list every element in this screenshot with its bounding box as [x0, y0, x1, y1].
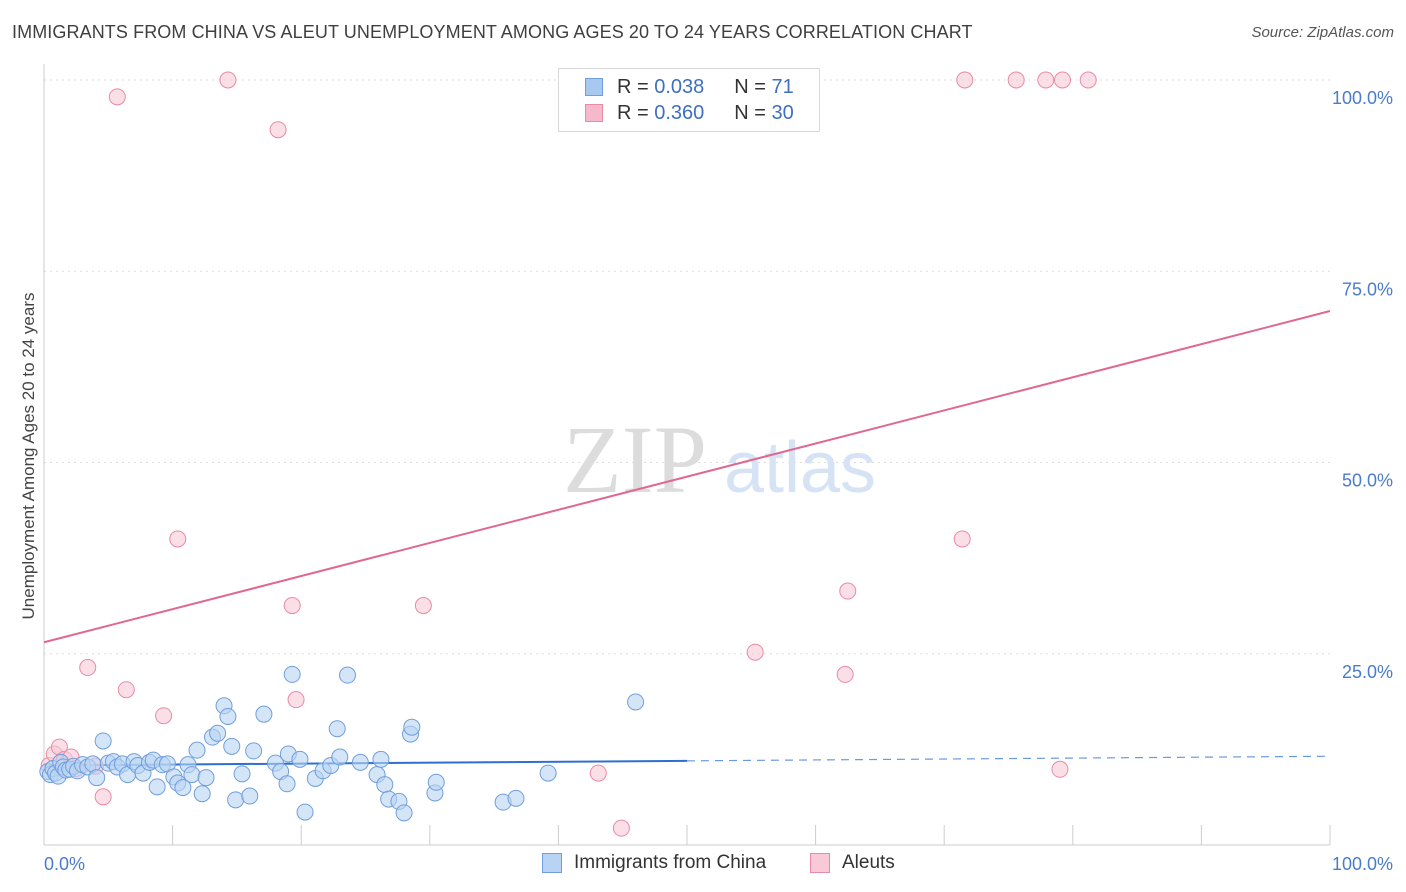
data-points	[39, 71, 1097, 837]
legend-r-value: 0.360	[654, 101, 705, 124]
data-point-aleuts	[94, 788, 112, 806]
series-legend-aleuts[interactable]: Aleuts	[810, 852, 895, 874]
data-point-china	[193, 785, 211, 803]
data-point-aleuts	[1051, 760, 1069, 778]
data-point-china	[372, 750, 390, 768]
data-point-china	[223, 737, 241, 755]
x-tick-label: 0.0%	[44, 854, 85, 874]
watermark-atlas: atlas	[724, 428, 876, 508]
legend-swatch-aleuts	[585, 104, 603, 122]
data-point-china	[338, 666, 356, 684]
legend-n-label: N =	[734, 101, 766, 124]
data-point-china	[331, 748, 349, 766]
data-point-china	[148, 778, 166, 796]
data-point-china	[376, 776, 394, 794]
legend-r-value: 0.038	[654, 75, 705, 98]
watermark-zip: ZIP	[563, 406, 707, 513]
data-point-aleuts	[953, 530, 971, 548]
data-point-china	[328, 720, 346, 738]
data-point-china	[351, 753, 369, 771]
data-point-china	[291, 750, 309, 768]
data-point-aleuts	[287, 691, 305, 709]
legend-r-label: R =	[617, 75, 649, 98]
data-point-aleuts	[414, 597, 432, 615]
legend-n-label: N =	[734, 75, 766, 98]
data-point-aleuts	[836, 665, 854, 683]
y-tick-label: 75.0%	[1342, 279, 1393, 299]
data-point-china	[227, 791, 245, 809]
data-point-aleuts	[117, 681, 135, 699]
legend-row-aleuts: R = 0.360 N = 30	[585, 100, 794, 126]
correlation-legend: R = 0.038 N = 71 R = 0.360 N = 30	[558, 68, 820, 132]
legend-n-value: 71	[771, 75, 794, 98]
data-point-aleuts	[79, 659, 97, 677]
data-point-china	[278, 775, 296, 793]
data-point-china	[255, 705, 273, 723]
grid-lines	[44, 79, 1330, 655]
data-point-aleuts	[155, 707, 173, 725]
data-point-china	[427, 773, 445, 791]
data-point-china	[233, 765, 251, 783]
data-point-aleuts	[1037, 71, 1055, 89]
data-point-aleuts	[956, 71, 974, 89]
legend-swatch-china	[585, 78, 603, 96]
data-point-china	[539, 764, 557, 782]
tick-labels: 25.0% 50.0% 75.0% 100.0% 0.0% 100.0%	[44, 88, 1393, 874]
data-point-china	[94, 732, 112, 750]
legend-r-label: R =	[617, 101, 649, 124]
series-legend-china[interactable]: Immigrants from China	[542, 852, 766, 874]
series-label-aleuts: Aleuts	[842, 852, 895, 873]
chart-title: IMMIGRANTS FROM CHINA VS ALEUT UNEMPLOYM…	[12, 22, 973, 42]
data-point-china	[296, 803, 314, 821]
data-point-china	[174, 779, 192, 797]
axes	[43, 64, 1331, 846]
y-tick-label: 25.0%	[1342, 662, 1393, 682]
data-point-china	[183, 766, 201, 784]
y-axis-label: Unemployment Among Ages 20 to 24 years	[19, 293, 38, 620]
trend-line-aleuts	[43, 310, 1331, 644]
series-label-china: Immigrants from China	[574, 852, 767, 873]
legend-row-china: R = 0.038 N = 71	[585, 74, 794, 100]
x-tick-label: 100.0%	[1332, 854, 1393, 874]
chart-source: Source: ZipAtlas.com	[1251, 24, 1394, 41]
y-tick-label: 50.0%	[1342, 471, 1393, 491]
legend-n-value: 30	[771, 101, 794, 124]
data-point-china	[507, 789, 525, 807]
data-point-aleuts	[612, 819, 630, 837]
data-point-aleuts	[1054, 71, 1072, 89]
data-point-china	[403, 718, 421, 736]
data-point-china	[197, 769, 215, 787]
trend-lines	[43, 310, 1331, 767]
data-point-aleuts	[746, 643, 764, 661]
data-point-aleuts	[589, 764, 607, 782]
series-swatch-china	[542, 853, 562, 873]
data-point-aleuts	[169, 530, 187, 548]
data-point-china	[209, 724, 227, 742]
data-point-china	[241, 787, 259, 805]
data-point-aleuts	[269, 121, 287, 139]
data-point-china	[219, 707, 237, 725]
series-swatch-aleuts	[810, 853, 830, 873]
trend-line-china-extrapolated	[686, 755, 1331, 762]
data-point-china	[88, 769, 106, 787]
data-point-aleuts	[839, 582, 857, 600]
data-point-china	[627, 693, 645, 711]
data-point-aleuts	[108, 88, 126, 106]
data-point-aleuts	[283, 597, 301, 615]
data-point-aleuts	[219, 71, 237, 89]
data-point-china	[188, 741, 206, 759]
data-point-aleuts	[1007, 71, 1025, 89]
data-point-china	[283, 665, 301, 683]
data-point-china	[395, 804, 413, 822]
series-legend: Immigrants from China Aleuts	[0, 852, 1406, 878]
y-tick-label: 100.0%	[1332, 88, 1393, 108]
data-point-aleuts	[1079, 71, 1097, 89]
data-point-china	[245, 742, 263, 760]
